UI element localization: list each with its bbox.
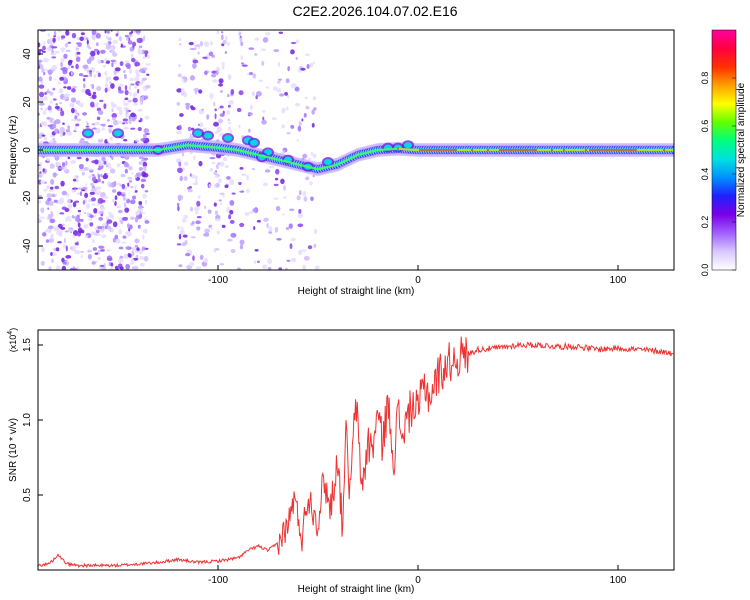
spectrogram-heat-layer — [38, 30, 674, 270]
colorbar-tick-label: 0.8 — [700, 72, 710, 85]
snr-y-multiplier: (x104) — [7, 328, 18, 352]
svg-text:(x104): (x104) — [7, 328, 18, 352]
snr-y-axis-label: SNR (10 * v/v) — [8, 418, 19, 482]
figure-title: C2E2.2026.104.07.02.E16 — [292, 3, 458, 19]
spectrogram-x-ticks: -100 0 100 — [208, 265, 627, 286]
snr-y-tick-label: 0.5 — [22, 488, 33, 502]
colorbar-tick-label: 0.4 — [700, 168, 710, 181]
snr-frame — [37, 329, 675, 571]
colorbar-ticks: 0.0 0.2 0.4 0.6 0.8 — [700, 72, 736, 277]
snr-plot-area — [38, 330, 674, 570]
colorbar-label: Normalized spectral amplitude — [736, 82, 747, 217]
spectrogram-y-tick-label: 0 — [22, 147, 33, 153]
snr-multiplier-text: (x10 — [8, 335, 18, 353]
spectrogram-y-tick-label: 20 — [22, 96, 33, 108]
colorbar-tick-label: 0.2 — [700, 216, 710, 229]
snr-y-tick-label: 1.0 — [22, 413, 33, 427]
spectrogram-y-tick-label: -20 — [22, 190, 33, 205]
snr-x-axis-label: Height of straight line (km) — [298, 584, 415, 595]
spectrogram-x-axis-label: Height of straight line (km) — [298, 286, 415, 297]
snr-y-ticks: 0.5 1.0 1.5 — [22, 338, 43, 502]
spectrogram-y-ticks: -40 -20 0 20 40 — [22, 48, 43, 253]
snr-multiplier-close: ) — [8, 328, 18, 331]
spectrogram-x-tick-label: -100 — [208, 275, 228, 286]
snr-x-tick-label: -100 — [208, 575, 228, 586]
spectrogram-chart: -100 0 100 -40 -20 0 20 40 Height of straight … — [8, 29, 747, 297]
colorbar — [712, 30, 736, 270]
snr-y-tick-label: 1.5 — [22, 338, 33, 352]
spectrogram-y-tick-label: -40 — [22, 238, 33, 253]
spectrogram-x-tick-label: 0 — [415, 275, 421, 286]
snr-x-tick-label: 0 — [415, 575, 421, 586]
snr-chart: -100 0 100 0.5 1.0 1.5 Height of straight li… — [7, 328, 675, 595]
snr-series-line — [38, 336, 674, 569]
colorbar-tick-label: 0.0 — [700, 264, 710, 277]
snr-multiplier-exponent: 4 — [7, 331, 14, 335]
spectrogram-y-axis-label: Frequency (Hz) — [8, 116, 19, 185]
snr-x-ticks: -100 0 100 — [208, 565, 627, 586]
spectrogram-y-tick-label: 40 — [22, 48, 33, 60]
colorbar-tick-label: 0.6 — [700, 120, 710, 133]
spectrogram-x-tick-label: 100 — [610, 275, 627, 286]
snr-x-tick-label: 100 — [610, 575, 627, 586]
colorbar-frame — [711, 29, 737, 271]
